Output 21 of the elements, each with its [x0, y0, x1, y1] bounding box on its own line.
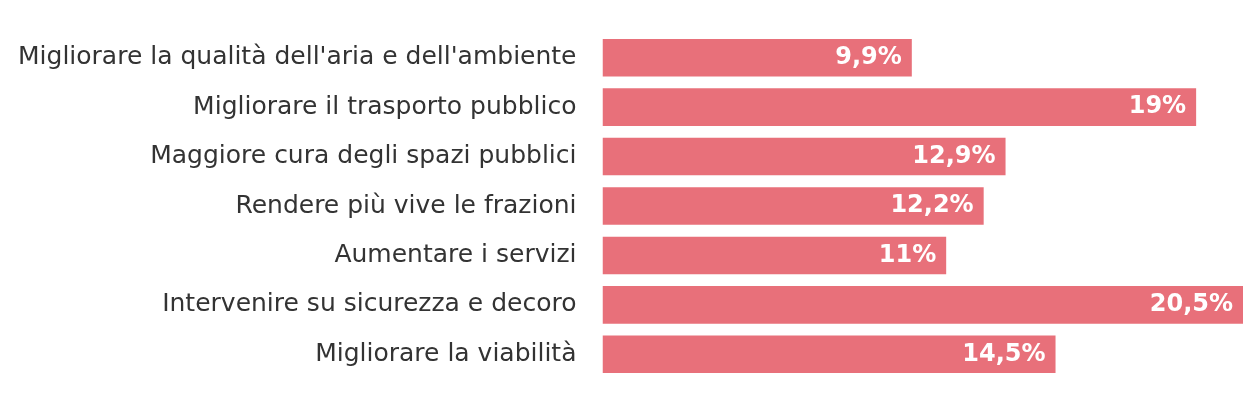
data-label: 14,5% [962, 338, 1046, 367]
bar [602, 236, 947, 275]
bar [602, 137, 1006, 176]
y-tick-label: Maggiore cura degli spazi pubblici [150, 140, 577, 170]
bar [602, 335, 1056, 374]
y-tick-label: Migliorare la qualità dell'aria e dell'ambiente [18, 41, 577, 71]
data-label: 19% [1128, 91, 1187, 120]
y-tick-label: Migliorare il trasporto pubblico [193, 90, 577, 120]
data-label: 9,9% [835, 41, 902, 70]
bar [602, 187, 984, 225]
y-tick-label: Rendere più vive le frazioni [235, 189, 577, 219]
bar [602, 38, 912, 77]
y-tick-label: Intervenire su sicurezza e decoro [162, 288, 577, 318]
y-tick-label: Aumentare i servizi [334, 238, 577, 268]
data-label: 12,2% [890, 190, 974, 219]
bar [602, 286, 1243, 324]
data-label: 20,5% [1149, 289, 1233, 318]
data-label: 11% [878, 239, 937, 268]
y-tick-label: Migliorare la viabilità [315, 337, 577, 367]
data-label: 12,9% [912, 140, 996, 169]
bar [602, 88, 1197, 126]
